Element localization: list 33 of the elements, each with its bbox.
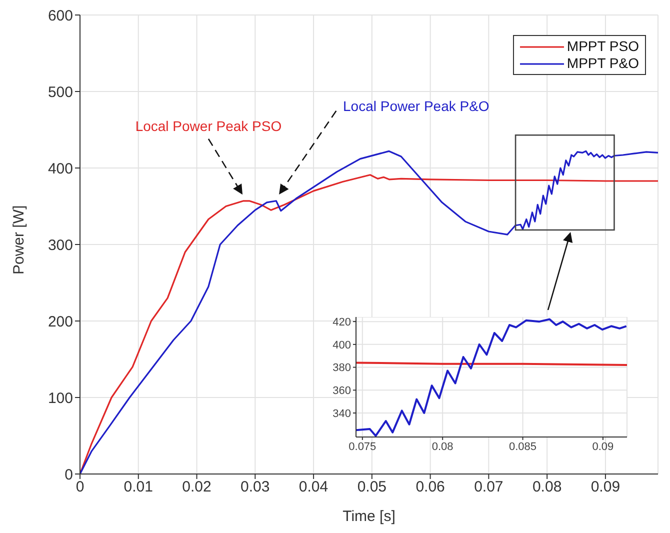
- y-axis-title: Power [W]: [10, 205, 28, 274]
- y-tick-label: 400: [48, 160, 73, 178]
- x-tick-label: 0: [76, 478, 84, 496]
- x-tick-label: 0.06: [416, 478, 445, 496]
- x-tick-label: 0.07: [474, 478, 504, 496]
- y-tick-label: 600: [48, 7, 73, 24]
- annotation: Local Power Peak P&O: [343, 98, 490, 114]
- y-tick-label: 200: [48, 313, 73, 330]
- y-tick-label: 380: [332, 362, 351, 374]
- y-tick-label: 0: [64, 466, 73, 484]
- y-tick-label: 400: [332, 339, 351, 352]
- x-tick-label: 0.02: [182, 478, 212, 496]
- x-tick-label: 0.03: [240, 478, 270, 496]
- x-tick-label: 0.09: [590, 478, 620, 496]
- y-tick-label: 420: [332, 316, 351, 328]
- y-tick-label: 360: [332, 385, 351, 398]
- x-tick-label: 0.085: [509, 440, 537, 453]
- x-tick-label: 0.08: [532, 478, 562, 496]
- y-tick-label: 340: [332, 408, 351, 420]
- x-tick-label: 0.05: [357, 478, 387, 496]
- annotation: Local Power Peak PSO: [135, 118, 282, 134]
- line-series: [356, 318, 627, 437]
- legend-label: MPPT PSO: [566, 38, 639, 55]
- legend-label: MPPT P&O: [566, 55, 639, 72]
- y-tick-label: 100: [48, 390, 73, 407]
- y-tick-label: 500: [48, 84, 73, 101]
- x-tick-label: 0.09: [592, 440, 614, 453]
- x-tick-label: 0.08: [432, 440, 454, 453]
- x-tick-label: 0.075: [348, 440, 376, 453]
- y-tick-label: 300: [48, 236, 73, 254]
- x-tick-label: 0.01: [124, 478, 153, 496]
- x-tick-label: 0.04: [298, 478, 328, 496]
- x-axis-title: Time [s]: [342, 508, 396, 525]
